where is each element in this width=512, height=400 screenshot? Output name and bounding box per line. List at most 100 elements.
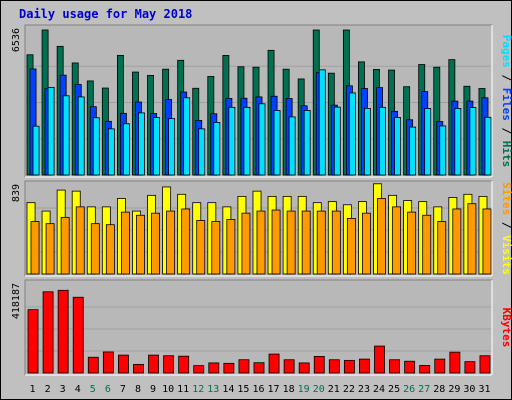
- legend-entry: /: [500, 215, 512, 235]
- x-tick-label: 18: [283, 384, 295, 395]
- bar-pages-day-31: [484, 116, 492, 176]
- bar-sites-day-25: [392, 206, 402, 275]
- legend-kbytes: KBytes: [500, 308, 512, 348]
- bar-sites-day-30: [467, 203, 477, 275]
- legend-entry: KBytes: [500, 308, 512, 348]
- bar-pages-day-7: [122, 123, 130, 176]
- bar-kbytes-day-23: [359, 358, 370, 374]
- bar-kbytes-day-21: [328, 359, 340, 374]
- bar-sites-day-17: [271, 209, 281, 275]
- bar-kbytes-day-14: [223, 362, 235, 374]
- bar-pages-day-1: [32, 125, 40, 176]
- bar-pages-day-6: [107, 128, 115, 176]
- bar-kbytes-day-18: [283, 359, 295, 374]
- bar-kbytes-day-12: [193, 365, 205, 374]
- bar-kbytes-day-15: [238, 359, 250, 374]
- bar-pages-day-15: [243, 106, 251, 176]
- legend-entry: Sites: [500, 182, 512, 215]
- legend-entry: Files: [500, 88, 512, 121]
- legend-entry: Visits: [500, 235, 512, 275]
- x-tick-label: 14: [222, 384, 234, 395]
- bar-kbytes-day-27: [419, 365, 431, 374]
- bar-pages-day-12: [198, 128, 206, 176]
- bar-kbytes-day-19: [298, 362, 310, 374]
- panel-hits-files-pages: 6536 Pages / Files / Hits: [11, 24, 512, 178]
- bar-pages-day-17: [273, 110, 281, 176]
- bar-sites-day-21: [331, 210, 341, 275]
- bar-pages-day-2: [47, 86, 55, 176]
- bar-kbytes-day-26: [404, 360, 416, 374]
- bar-pages-day-26: [409, 126, 417, 176]
- x-tick-label: 11: [177, 384, 189, 395]
- bar-kbytes-day-6: [102, 351, 114, 374]
- bar-kbytes-day-1: [27, 309, 39, 374]
- bar-pages-day-4: [77, 96, 85, 176]
- bar-sites-day-16: [256, 210, 266, 275]
- bar-sites-day-29: [452, 208, 462, 275]
- bar-kbytes-day-25: [389, 359, 401, 374]
- bar-kbytes-day-31: [479, 355, 491, 374]
- legend-entry: Pages: [500, 35, 512, 68]
- bar-sites-day-27: [422, 214, 432, 275]
- x-tick-label: 10: [162, 384, 174, 395]
- bar-sites-day-8: [136, 214, 145, 275]
- bar-sites-day-24: [377, 198, 386, 275]
- bar-pages-day-5: [92, 117, 100, 176]
- bar-sites-day-12: [196, 220, 206, 275]
- y-max-label: 418187: [11, 283, 22, 319]
- x-tick-label: 16: [252, 384, 264, 395]
- bar-kbytes-day-11: [178, 355, 190, 374]
- x-tick-label: 4: [75, 384, 81, 395]
- x-tick-label: 8: [135, 384, 141, 395]
- bar-pages-day-9: [153, 117, 160, 176]
- bar-sites-day-4: [75, 206, 85, 275]
- bar-pages-day-20: [318, 69, 326, 176]
- chart-title: Daily usage for May 2018: [19, 7, 192, 21]
- bar-kbytes-day-30: [464, 361, 476, 374]
- panel-visits-sites: 839 Sites / Visits: [11, 180, 512, 277]
- bar-sites-day-11: [181, 208, 191, 275]
- legend-entry: Hits: [500, 141, 512, 168]
- bar-pages-day-19: [303, 110, 311, 176]
- x-tick-label: 26: [403, 384, 415, 395]
- x-tick-label: 27: [418, 384, 430, 395]
- bar-pages-day-8: [138, 112, 145, 176]
- bar-pages-day-23: [364, 108, 371, 176]
- bar-pages-day-11: [183, 97, 191, 176]
- x-tick-label: 15: [237, 384, 249, 395]
- x-tick-label: 29: [448, 384, 460, 395]
- bar-pages-day-10: [168, 118, 176, 176]
- x-tick-label: 5: [90, 384, 96, 395]
- x-tick-label: 25: [388, 384, 400, 395]
- x-tick-label: 3: [60, 384, 66, 395]
- bar-sites-day-15: [241, 212, 251, 275]
- bar-kbytes-day-24: [374, 345, 385, 374]
- bar-sites-day-10: [166, 210, 176, 275]
- x-tick-label: 24: [373, 384, 385, 395]
- bar-kbytes-day-5: [87, 356, 99, 374]
- x-tick-label: 13: [207, 384, 219, 395]
- bar-sites-day-5: [90, 223, 100, 275]
- bar-pages-day-18: [288, 116, 296, 176]
- bar-pages-day-16: [258, 103, 266, 176]
- bar-pages-day-25: [394, 117, 402, 176]
- x-tick-label: 21: [328, 384, 340, 395]
- x-tick-label: 6: [105, 384, 111, 395]
- bar-pages-day-3: [62, 95, 70, 176]
- bar-kbytes-day-9: [148, 354, 159, 374]
- x-tick-label: 28: [433, 384, 445, 395]
- bar-sites-day-18: [286, 210, 296, 275]
- bar-sites-day-19: [301, 210, 311, 275]
- bar-kbytes-day-28: [434, 358, 446, 374]
- x-tick-label: 12: [192, 384, 204, 395]
- bar-pages-day-27: [424, 108, 432, 176]
- bar-kbytes-day-22: [343, 359, 355, 374]
- bar-sites-day-3: [60, 216, 70, 275]
- x-axis-day-labels: 1 2 3 4 5 6 7 8 9 10 11 12 13 14 15 16 17 18 19 20 21 22 23 24 2…: [30, 384, 491, 395]
- y-max-label: 839: [11, 184, 22, 202]
- bar-kbytes-day-7: [117, 354, 129, 374]
- bar-sites-day-23: [362, 212, 371, 275]
- x-tick-label: 22: [343, 384, 355, 395]
